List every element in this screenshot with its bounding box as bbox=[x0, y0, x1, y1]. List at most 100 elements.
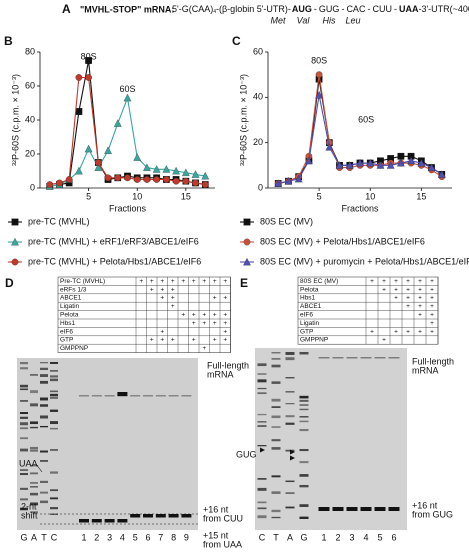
y-tick-label: 60 bbox=[25, 80, 35, 90]
marker bbox=[162, 165, 171, 173]
lane-label: 6 bbox=[145, 532, 150, 542]
cell-mark: + bbox=[382, 286, 386, 293]
panel-label: D bbox=[5, 276, 14, 290]
gel-band bbox=[257, 373, 267, 375]
gel-band bbox=[104, 395, 115, 397]
lane-label: C bbox=[51, 532, 58, 542]
marker bbox=[201, 181, 209, 188]
row-label: GMPPNP bbox=[300, 337, 328, 344]
marker bbox=[284, 177, 293, 185]
cell-mark: + bbox=[430, 303, 434, 310]
gel-band bbox=[257, 379, 267, 383]
y-tick-label: 40 bbox=[253, 92, 263, 102]
gel-annotation: Full-length bbox=[412, 356, 454, 366]
gel-band bbox=[50, 449, 58, 451]
gel-band bbox=[40, 425, 48, 428]
gel-band bbox=[257, 421, 267, 423]
residue: Leu bbox=[345, 15, 360, 25]
row-label: GTP bbox=[60, 337, 73, 344]
gel-band bbox=[257, 515, 267, 519]
cell-mark: + bbox=[171, 337, 175, 344]
gel-band bbox=[299, 399, 309, 402]
panel-label: B bbox=[4, 34, 13, 48]
legend-label: 80S EC (MV) bbox=[260, 216, 313, 226]
arrowhead bbox=[290, 455, 295, 461]
gel-band bbox=[257, 413, 267, 416]
row-label: Pelota bbox=[60, 312, 79, 319]
gel-band bbox=[40, 480, 48, 483]
legend-marker bbox=[243, 218, 251, 226]
marker bbox=[182, 177, 190, 185]
gel-band bbox=[257, 387, 267, 390]
marker bbox=[181, 168, 190, 177]
legend-label: pre-TC (MVHL) + eRF1/eRF3/ABCE1/eIF6 bbox=[28, 236, 199, 246]
gel-band bbox=[299, 404, 309, 406]
gel-band bbox=[271, 352, 281, 354]
cell-mark: + bbox=[192, 320, 196, 327]
sequence-utr: -(β-globin 5'-UTR)- bbox=[216, 4, 291, 14]
mrna-sequence: 5'-G(CAA)4-(β-globin 5'-UTR)-AUG - GUG - CAC… bbox=[172, 4, 469, 15]
gel-band bbox=[30, 373, 38, 376]
marker bbox=[386, 161, 395, 169]
panel-label: C bbox=[232, 34, 241, 48]
cell-mark: + bbox=[430, 286, 434, 293]
gel-band bbox=[30, 450, 38, 452]
cell-mark: + bbox=[213, 312, 217, 319]
y-axis-label: ³²P-60S (c.p.m. × 10⁻³) bbox=[10, 74, 20, 166]
row-label: 80S EC (MV) bbox=[300, 278, 338, 285]
lane-label: 6 bbox=[391, 532, 396, 542]
gel-band bbox=[299, 474, 309, 477]
lane-label: A bbox=[31, 532, 37, 542]
gel-band bbox=[20, 448, 28, 452]
gel-band bbox=[40, 362, 48, 364]
row-label: Hbs1 bbox=[60, 320, 76, 327]
x-tick-label: 10 bbox=[365, 191, 375, 201]
marker bbox=[335, 161, 344, 169]
gel-band bbox=[91, 519, 102, 523]
gel-band bbox=[91, 395, 102, 397]
lane-label: 4 bbox=[363, 532, 368, 542]
separator: - bbox=[367, 4, 370, 14]
gel-band bbox=[30, 486, 38, 488]
marker bbox=[172, 177, 180, 185]
separator: - bbox=[314, 4, 317, 14]
series bbox=[274, 90, 446, 187]
marker bbox=[163, 176, 170, 183]
gel-band bbox=[285, 352, 295, 355]
marker bbox=[345, 161, 354, 169]
gel-band bbox=[271, 439, 281, 442]
legend-label: pre-TC (MVHL) bbox=[28, 216, 90, 226]
cell-mark: + bbox=[406, 278, 410, 285]
gel-band bbox=[285, 403, 295, 405]
marker bbox=[124, 174, 131, 182]
gel-band bbox=[271, 357, 281, 360]
gel-band bbox=[50, 471, 58, 474]
codon: GUG bbox=[319, 4, 340, 14]
lane-label: T bbox=[41, 532, 47, 542]
cell-mark: + bbox=[394, 295, 398, 302]
cell-mark: + bbox=[418, 295, 422, 302]
cell-mark: + bbox=[202, 312, 206, 319]
marker bbox=[294, 174, 303, 183]
marker bbox=[356, 158, 364, 167]
marker bbox=[152, 165, 161, 173]
marker bbox=[104, 174, 112, 182]
marker bbox=[56, 179, 63, 187]
gel-band bbox=[285, 391, 295, 393]
gel-band bbox=[332, 507, 344, 511]
cell-mark: + bbox=[430, 328, 434, 335]
gel-band bbox=[30, 465, 38, 467]
panel-label: A bbox=[62, 2, 71, 16]
gel-band bbox=[117, 392, 128, 396]
marker bbox=[75, 166, 83, 175]
y-axis-label: ³²P-60S (c.p.m. × 10⁻³) bbox=[238, 74, 248, 166]
cell-mark: + bbox=[430, 312, 434, 319]
gel-band bbox=[50, 370, 58, 372]
gel-annotation: Full-length bbox=[207, 360, 249, 370]
gel-annotation: shift bbox=[21, 510, 38, 520]
legend-label: 80S EC (MV) + puromycin + Pelota/Hbs1/AB… bbox=[260, 256, 469, 266]
gel-band bbox=[50, 489, 58, 492]
marker bbox=[437, 170, 446, 178]
gel-band bbox=[130, 395, 141, 397]
gel-band bbox=[271, 509, 281, 513]
